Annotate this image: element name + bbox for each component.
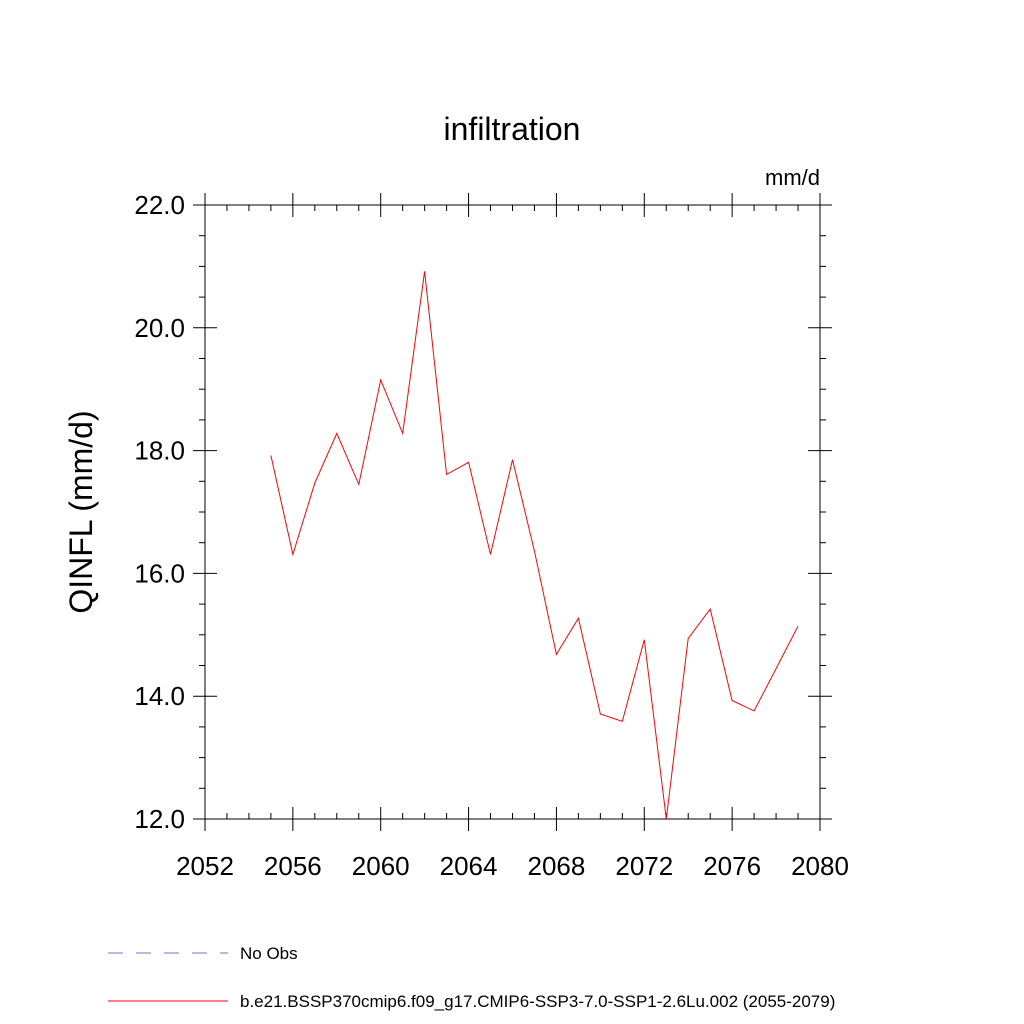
data-point: [423, 270, 426, 273]
x-tick-label: 2052: [176, 851, 234, 881]
x-tick-label: 2072: [615, 851, 673, 881]
data-point: [709, 608, 712, 611]
data-point: [401, 432, 404, 435]
data-point: [269, 454, 272, 457]
data-point: [379, 378, 382, 381]
data-point: [511, 458, 514, 461]
data-point: [665, 818, 668, 821]
x-tick-label: 2060: [352, 851, 410, 881]
y-tick-label: 22.0: [134, 190, 185, 220]
data-point: [357, 483, 360, 486]
data-point: [687, 637, 690, 640]
legend: No Obs b.e21.BSSP370cmip6.f09_g17.CMIP6-S…: [108, 944, 835, 1011]
chart-title: infiltration: [444, 111, 581, 147]
data-point: [555, 653, 558, 656]
data-point: [775, 667, 778, 670]
data-point: [291, 553, 294, 556]
x-tick-label: 2080: [791, 851, 849, 881]
data-point: [577, 617, 580, 620]
data-point: [533, 550, 536, 553]
series-layer: [269, 270, 800, 821]
plot-frame: [204, 204, 821, 820]
axis-ticks: [193, 193, 832, 831]
series-line-0: [270, 271, 799, 820]
x-tick-label: 2056: [264, 851, 322, 881]
axis-tick-labels: 2052 2056 2060 2064 2068 2072 2076 2080 12.0 14.0…: [134, 190, 849, 881]
legend-label-1: b.e21.BSSP370cmip6.f09_g17.CMIP6-SSP3-7.…: [240, 992, 835, 1011]
data-point: [797, 625, 800, 628]
y-axis-label: QINFL (mm/d): [63, 410, 99, 613]
data-point: [489, 553, 492, 556]
data-point: [731, 699, 734, 702]
y-tick-label: 12.0: [134, 804, 185, 834]
y-tick-label: 18.0: [134, 436, 185, 466]
data-point: [445, 473, 448, 476]
units-label: mm/d: [765, 165, 820, 190]
data-point: [335, 432, 338, 435]
data-point: [599, 713, 602, 716]
data-point: [753, 709, 756, 712]
data-point: [643, 638, 646, 641]
y-tick-label: 16.0: [134, 558, 185, 588]
y-tick-label: 20.0: [134, 313, 185, 343]
x-tick-label: 2064: [440, 851, 498, 881]
x-tick-label: 2068: [528, 851, 586, 881]
data-point: [313, 482, 316, 485]
x-tick-label: 2076: [703, 851, 761, 881]
legend-label-0: No Obs: [240, 944, 298, 963]
data-point: [467, 461, 470, 464]
y-tick-label: 14.0: [134, 681, 185, 711]
data-point: [621, 720, 624, 723]
